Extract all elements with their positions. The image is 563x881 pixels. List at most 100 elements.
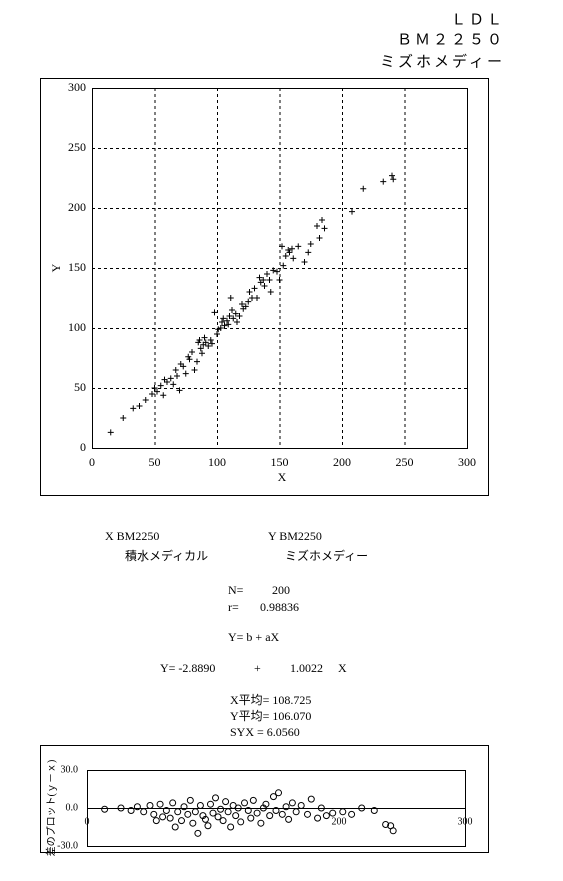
y-tick-label: 200 [68, 200, 86, 214]
point [214, 813, 222, 821]
point [254, 295, 260, 301]
x-tick-label: 200 [333, 455, 351, 469]
point [266, 277, 273, 283]
y-maker: ミズホメディー [285, 548, 368, 563]
point [167, 375, 174, 382]
point [171, 823, 179, 831]
point [358, 804, 366, 812]
point [232, 310, 239, 317]
point [292, 808, 300, 816]
point [189, 349, 195, 355]
point [249, 796, 257, 804]
x-tick-label: 250 [396, 455, 414, 469]
y-tick-label: 30.0 [61, 764, 79, 775]
point [180, 363, 187, 370]
point [260, 277, 267, 283]
x-tick-label: 50 [149, 455, 161, 469]
point [174, 373, 180, 379]
point [142, 397, 149, 403]
eq-plus: + [254, 661, 261, 675]
point [307, 241, 314, 247]
point [101, 805, 109, 813]
point [389, 172, 395, 179]
point [227, 823, 235, 831]
point [227, 295, 234, 301]
point [130, 405, 137, 412]
point [275, 789, 283, 797]
point [230, 315, 237, 322]
y-axis-title: 差のプロット(ｙ－ｘ) [44, 760, 57, 857]
point [272, 807, 280, 815]
point [245, 298, 252, 305]
point [389, 827, 397, 835]
point [321, 225, 328, 232]
point [280, 262, 287, 269]
point [267, 289, 274, 295]
point [150, 810, 158, 818]
point [151, 385, 158, 391]
x-maker: 積水メディカル [125, 548, 208, 563]
point [120, 415, 127, 421]
point [176, 387, 183, 394]
point [370, 807, 378, 815]
point [301, 259, 308, 265]
point [182, 370, 189, 377]
point [234, 319, 240, 325]
point [221, 322, 228, 329]
point [349, 208, 355, 215]
point [212, 794, 220, 802]
x-mean: X平均= 108.725 [230, 693, 311, 707]
y-tick-label: 250 [68, 140, 86, 154]
point [154, 388, 160, 395]
point [211, 309, 218, 316]
point [317, 804, 325, 812]
x-tick-label: 150 [271, 455, 289, 469]
x-tick-label: 0 [85, 816, 90, 827]
point [295, 243, 302, 250]
point [224, 808, 232, 816]
point [242, 303, 249, 310]
y-tick-label: 100 [68, 320, 86, 334]
point [146, 801, 154, 809]
point [285, 815, 293, 823]
x-axis-title: X [278, 470, 287, 484]
x-tick-label: 0 [89, 455, 95, 469]
point [172, 367, 179, 373]
eq-x: X [338, 661, 347, 675]
point [170, 381, 177, 388]
point [217, 805, 225, 813]
model-eq: Y= b + aX [228, 630, 280, 644]
point [180, 803, 188, 811]
syx: SYX = 6.0560 [230, 725, 300, 739]
point [196, 337, 203, 343]
point [297, 801, 305, 809]
point [184, 810, 192, 818]
point [209, 809, 217, 817]
point [244, 807, 252, 815]
point [197, 345, 204, 352]
point [209, 340, 215, 347]
point [286, 249, 293, 256]
point [390, 176, 397, 183]
point [174, 808, 182, 816]
point [239, 301, 245, 307]
point [140, 808, 148, 816]
point [266, 812, 274, 820]
point [289, 245, 295, 252]
point [247, 814, 255, 822]
point [241, 799, 248, 807]
point [305, 249, 312, 256]
y-mean: Y平均= 106.070 [230, 709, 311, 723]
y-tick-label: 50 [74, 380, 86, 394]
y-tick-label: 0.0 [66, 802, 79, 813]
point [186, 796, 194, 804]
point [270, 267, 277, 274]
point [202, 339, 209, 346]
point [339, 808, 347, 816]
x-tick-label: 300 [458, 816, 473, 827]
point [290, 255, 297, 262]
point [160, 392, 167, 399]
point [189, 819, 197, 827]
point [314, 223, 320, 229]
point [236, 313, 243, 319]
